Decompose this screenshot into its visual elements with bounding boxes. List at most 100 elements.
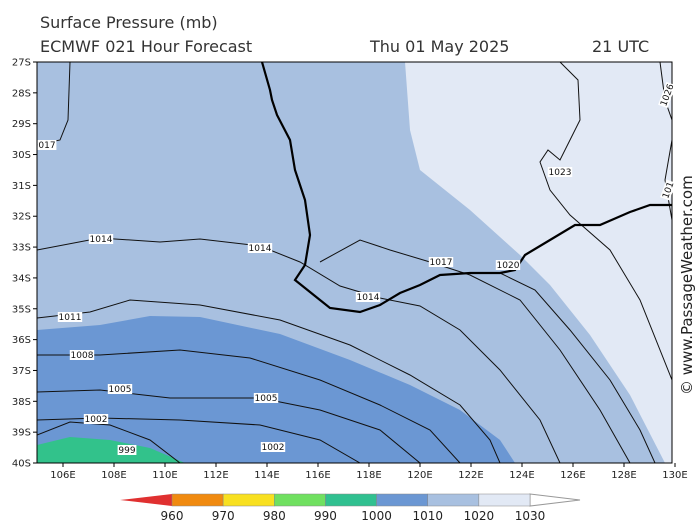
lat-label: 31S	[12, 181, 31, 192]
label-bg	[658, 81, 676, 109]
lat-label: 27S	[12, 58, 31, 69]
label-bg	[83, 414, 109, 424]
label-bg	[88, 234, 114, 244]
lon-label: 118E	[356, 470, 381, 481]
lon-label: 120E	[407, 470, 432, 481]
contour-value: 1008	[71, 351, 94, 361]
lat-label: 36S	[12, 335, 31, 346]
contour-value: 1005	[255, 394, 278, 404]
lat-label: 38S	[12, 397, 31, 408]
contour-value: 1014	[357, 293, 380, 303]
shade-1000	[37, 316, 515, 463]
contour-label: 1002	[260, 442, 286, 453]
label-bg	[253, 393, 279, 403]
contour-label: 1023	[547, 167, 573, 178]
contour-value: 1011	[59, 313, 82, 323]
lat-label: 39S	[12, 428, 31, 439]
title: Surface Pressure (mb)	[40, 13, 218, 32]
colorbar-segment	[222, 493, 275, 507]
label-bg	[547, 167, 573, 177]
colorbar-high	[529, 493, 581, 507]
contour-label: 1020	[495, 260, 521, 271]
model: ECMWF 021 Hour Forecast	[40, 37, 252, 56]
lat-label: 35S	[12, 304, 31, 315]
shade-990	[37, 437, 185, 463]
label-bg	[37, 140, 57, 150]
colorbar-segment	[274, 493, 326, 507]
coastline	[260, 62, 672, 314]
contour-value: 1014	[90, 235, 113, 245]
label-bg	[660, 179, 676, 201]
colorbar-segment	[376, 493, 428, 507]
colorbar-label: 1010	[412, 509, 443, 523]
colorbar-label: 960	[161, 509, 184, 523]
colorbar-label: 1030	[515, 509, 546, 523]
label-bg	[495, 260, 521, 270]
lon-label: 126E	[560, 470, 585, 481]
lon-label: 114E	[254, 470, 279, 481]
watermark: © www.PassageWeather.com	[678, 175, 696, 395]
lat-label: 32S	[12, 212, 31, 223]
contour-value: 1020	[497, 261, 520, 271]
lat-label: 37S	[12, 366, 31, 377]
lon-label: 122E	[458, 470, 483, 481]
label-bg	[428, 257, 454, 267]
label-bg	[57, 312, 83, 322]
lon-label: 110E	[152, 470, 177, 481]
contour-label: 999	[117, 445, 137, 456]
map	[37, 62, 672, 463]
contour-value: 1014	[249, 244, 272, 254]
lon-label: 106E	[50, 470, 75, 481]
colorbar-label: 1000	[361, 509, 392, 523]
contour-label: 1014	[88, 234, 114, 245]
label-bg	[260, 442, 286, 452]
contour-value: 1017	[430, 258, 453, 268]
contour-label: 1011	[57, 312, 83, 323]
colorbar-segment	[171, 493, 224, 507]
contour-label: 1005	[253, 393, 279, 404]
contour-label: 1002	[83, 414, 109, 425]
contour-value: 1005	[109, 385, 132, 395]
lon-label: 124E	[509, 470, 534, 481]
lat-label: 28S	[12, 88, 31, 99]
label-bg	[107, 384, 133, 394]
label-bg	[247, 243, 273, 253]
shade-1020	[405, 62, 672, 463]
label-bg	[69, 350, 95, 360]
date: Thu 01 May 2025	[369, 37, 509, 56]
colorbar-label: 990	[314, 509, 337, 523]
contour-label: 1005	[107, 384, 133, 395]
contour-value: 999	[118, 446, 135, 456]
lat-label: 34S	[12, 273, 31, 284]
colorbar-segment	[427, 493, 480, 507]
lon-label: 130E	[662, 470, 687, 481]
label-bg	[117, 445, 137, 455]
contour-label: 1008	[69, 350, 95, 361]
contour-label: 017	[37, 140, 57, 151]
colorbar-label: 970	[212, 509, 235, 523]
lon-label: 112E	[203, 470, 228, 481]
colorbar-segment	[325, 493, 377, 507]
contour-label: 1014	[247, 243, 273, 254]
contour-value: 1002	[85, 415, 108, 425]
contour-value: 1023	[549, 168, 572, 178]
contour-value: 1002	[262, 443, 285, 453]
colorbar-label: 980	[263, 509, 286, 523]
label-bg	[355, 292, 381, 302]
lat-label: 29S	[12, 119, 31, 130]
map-frame	[36, 61, 673, 464]
lon-label: 116E	[305, 470, 330, 481]
colorbar-segment	[478, 493, 531, 507]
colorbar-label: 1020	[464, 509, 495, 523]
contour-label: 1014	[355, 292, 381, 303]
contour-label: 1017	[428, 257, 454, 268]
lon-label: 108E	[101, 470, 126, 481]
contour-value: 017	[38, 141, 55, 151]
lat-label: 33S	[12, 243, 31, 254]
lat-label: 30S	[12, 150, 31, 161]
lat-label: 40S	[12, 459, 31, 470]
lon-label: 128E	[611, 470, 636, 481]
time: 21 UTC	[592, 37, 649, 56]
colorbar-low	[120, 494, 172, 506]
